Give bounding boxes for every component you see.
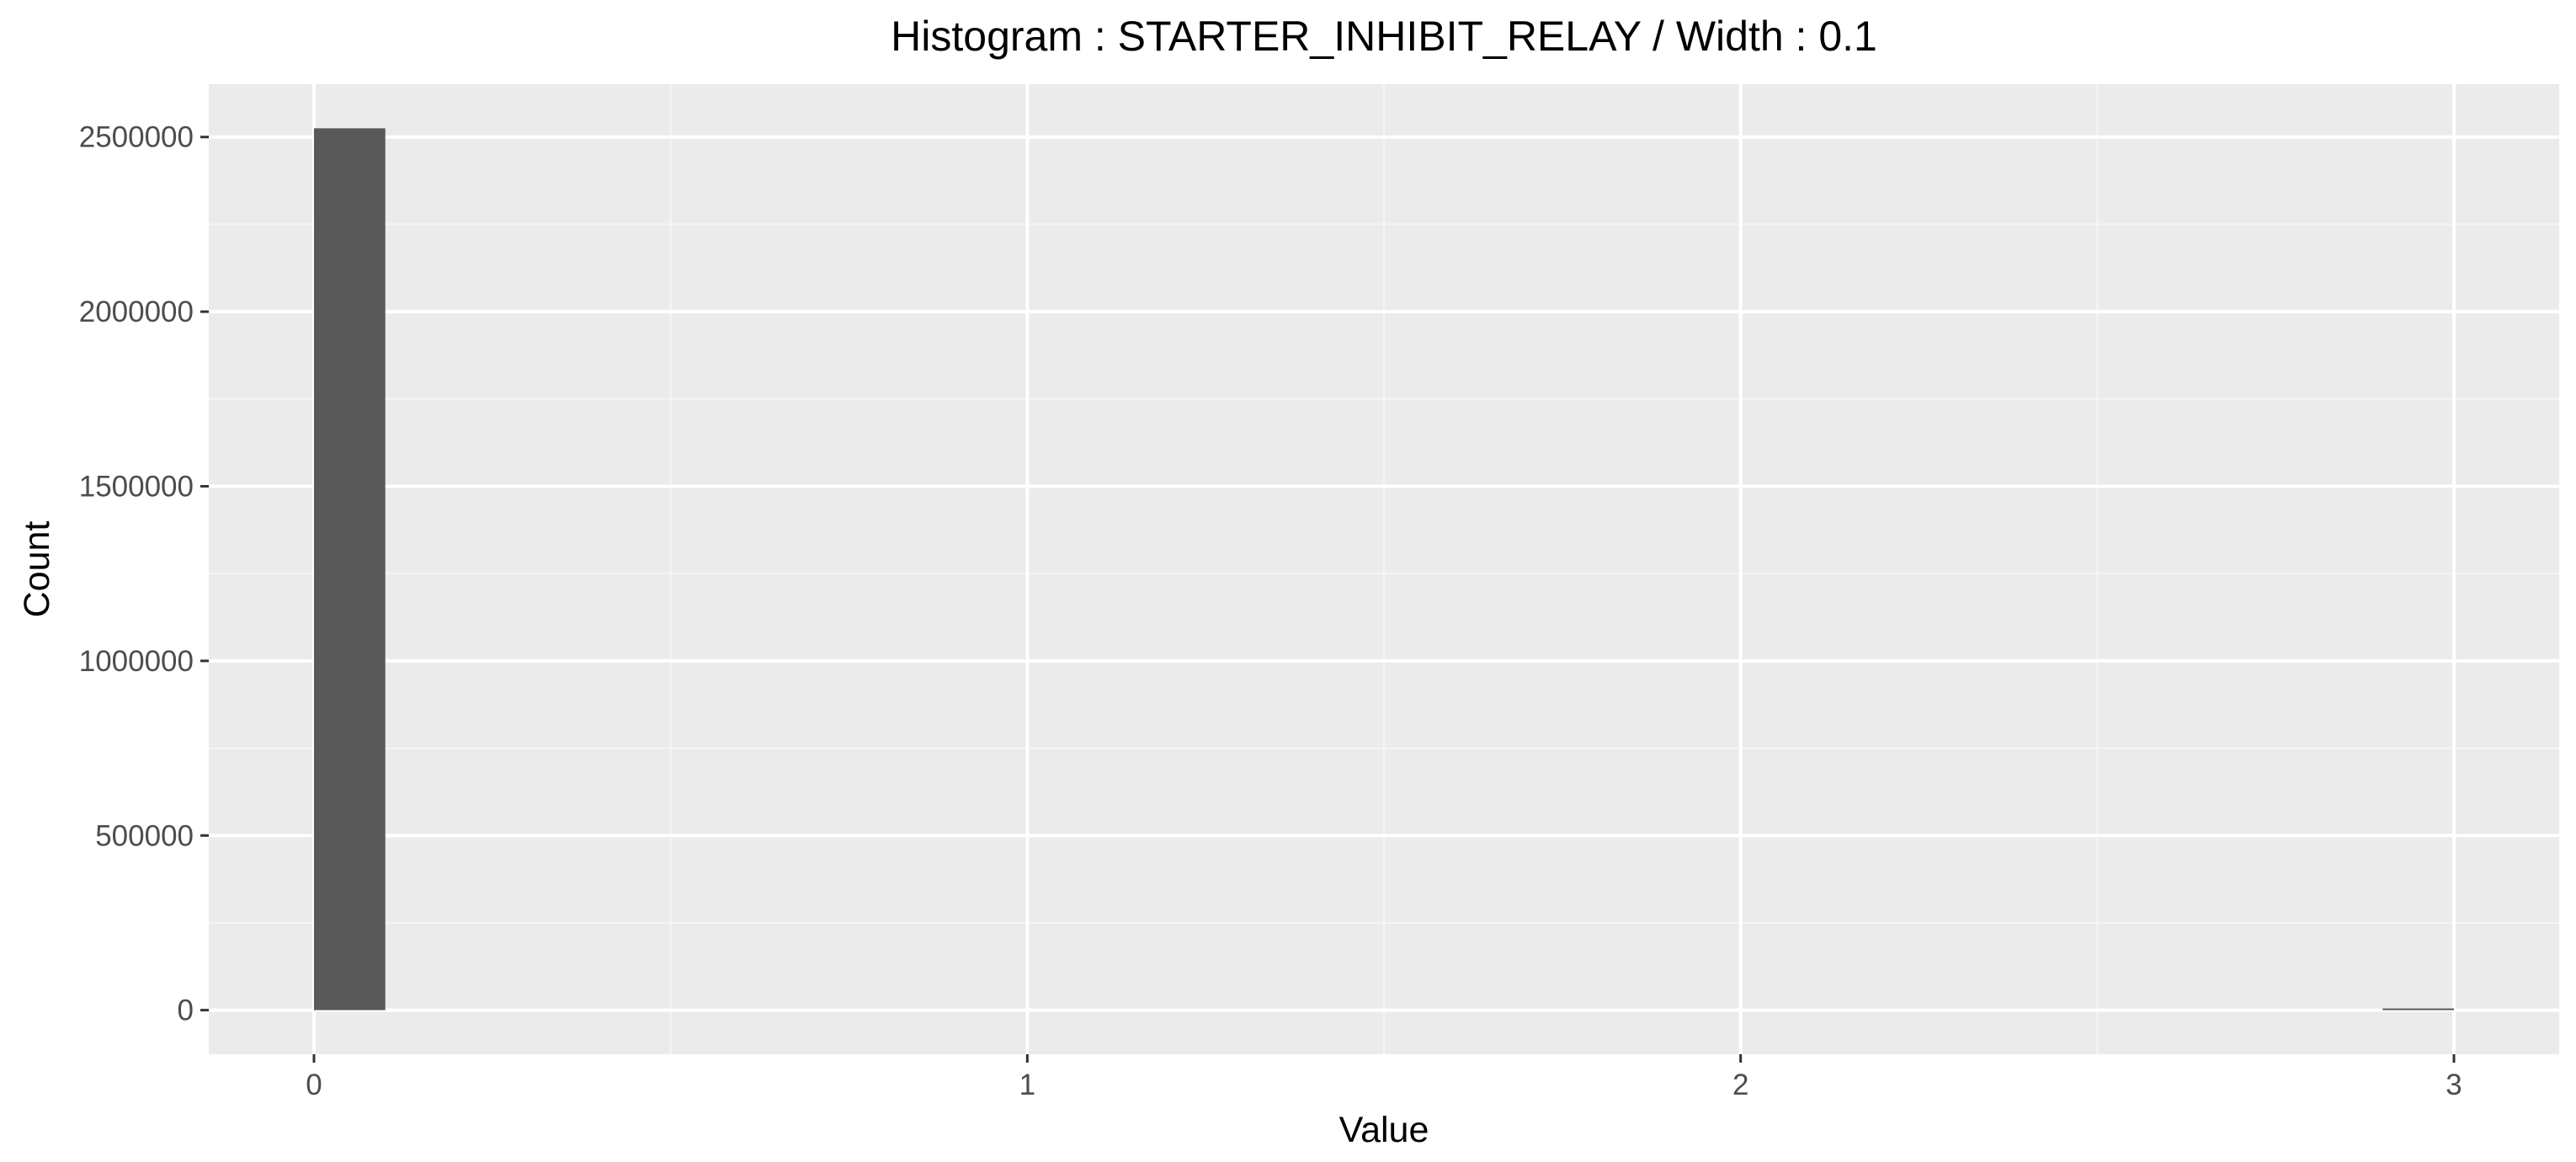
y-tick-label: 2000000	[79, 296, 194, 328]
chart-title: Histogram : STARTER_INHIBIT_RELAY / Widt…	[891, 13, 1877, 60]
histogram-bars	[313, 128, 2455, 1010]
histogram-bar	[313, 128, 386, 1010]
major-gridlines	[209, 84, 2559, 1054]
y-tick-label: 2500000	[79, 121, 194, 154]
y-axis-title: Count	[17, 521, 57, 618]
x-tick-label: 0	[306, 1069, 322, 1101]
x-tick-label: 1	[1019, 1069, 1035, 1101]
y-axis: 0 500000 1000000 1500000 2000000 2500000	[79, 121, 209, 1027]
y-tick-label: 1000000	[79, 645, 194, 678]
y-tick-label: 0	[178, 994, 194, 1027]
x-tick-label: 3	[2446, 1069, 2462, 1101]
x-axis: 0 1 2 3	[306, 1054, 2462, 1101]
y-tick-label: 1500000	[79, 470, 194, 503]
x-tick-label: 2	[1732, 1069, 1748, 1101]
minor-gridlines	[209, 84, 2559, 1054]
y-tick-label: 500000	[95, 819, 194, 852]
histogram-bar	[2382, 1008, 2455, 1010]
x-axis-title: Value	[1339, 1110, 1429, 1150]
